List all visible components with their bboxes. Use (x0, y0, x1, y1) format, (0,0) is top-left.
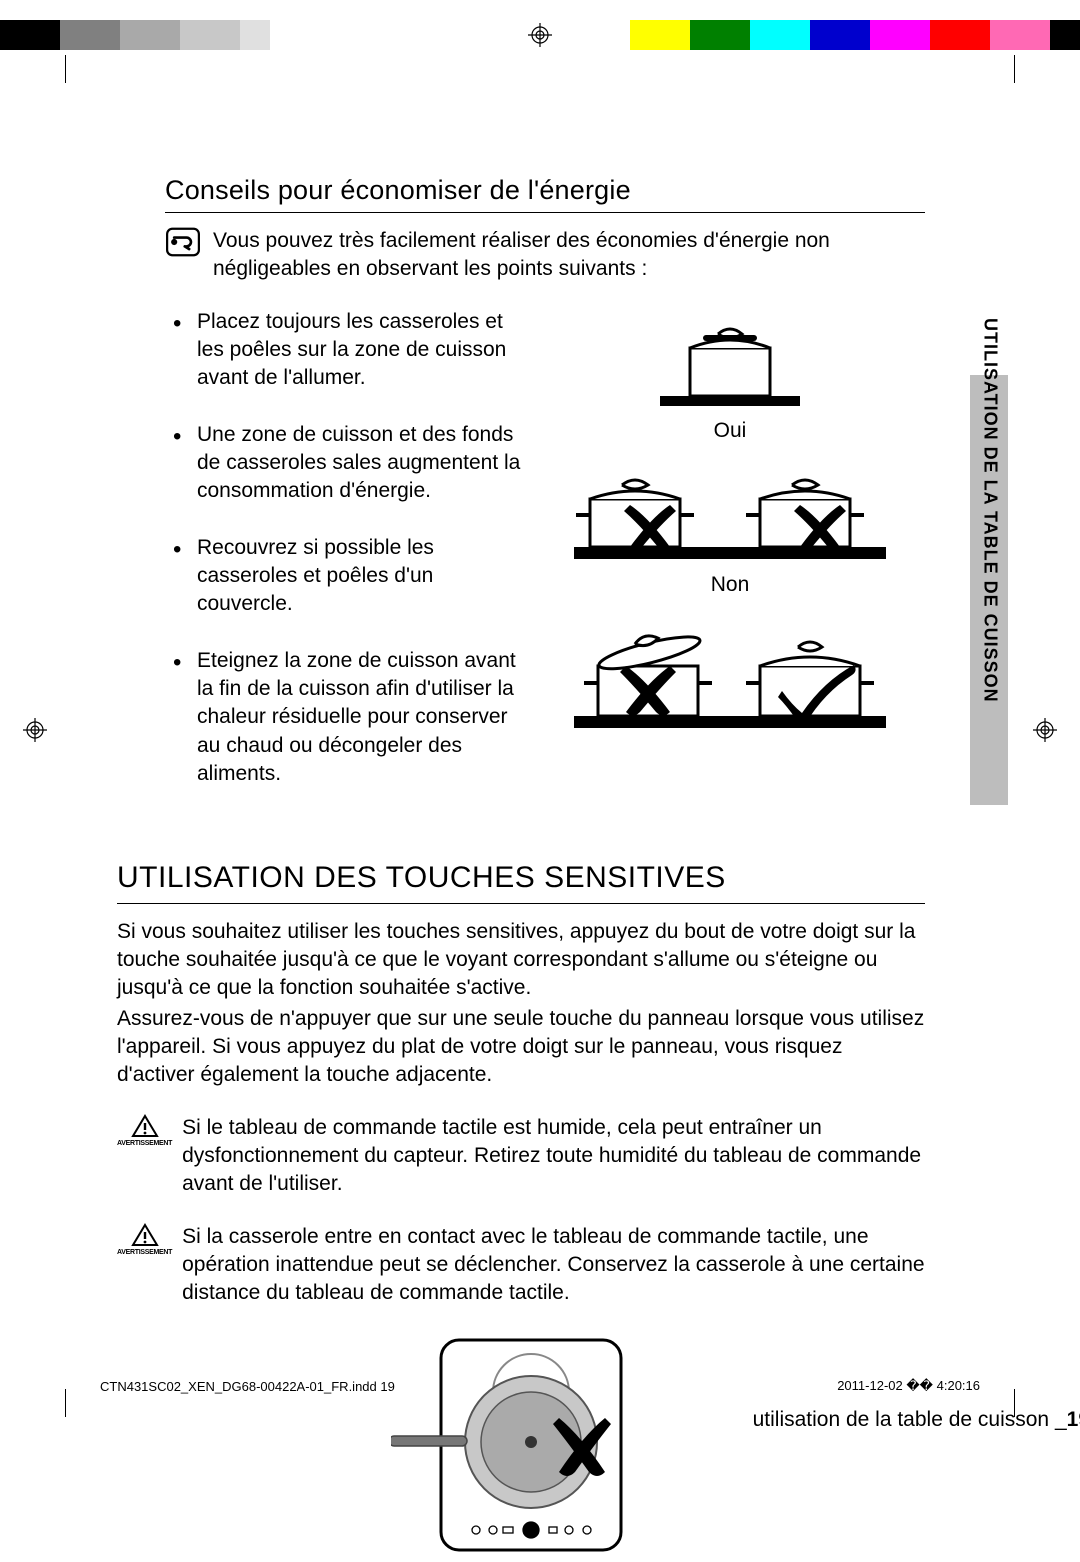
crop-mark (1014, 55, 1015, 83)
svg-text:88: 88 (527, 1526, 536, 1535)
section-tab-label: UTILISATION DE LA TABLE DE CUISSON (976, 310, 1005, 711)
tip-item: Recouvrez si possible les casseroles et … (165, 534, 525, 619)
page-content: Conseils pour économiser de l'énergie Vo… (165, 175, 925, 1562)
footer-text: utilisation de la table de cuisson _ (753, 1408, 1067, 1431)
crop-mark (65, 1389, 66, 1417)
registration-mark-icon (23, 718, 47, 742)
print-slug-left: CTN431SC02_XEN_DG68-00422A-01_FR.indd 19 (100, 1379, 395, 1394)
warning-icon (117, 1223, 172, 1247)
tips-list: Placez toujours les casseroles et les po… (165, 308, 525, 789)
registration-mark-icon (528, 23, 552, 47)
figure-pot-lids (535, 611, 925, 736)
figure-cooktop-pan: 88 (117, 1332, 925, 1562)
warning-text: Si le tableau de commande tactile est hu… (182, 1114, 925, 1199)
pointer-icon (165, 227, 201, 257)
figure-correct-pot: Oui (535, 308, 925, 443)
section-heading-touch: UTILISATION DES TOUCHES SENSITIVES (117, 861, 925, 904)
print-slug-right: 2011-12-02 �� 4:20:16 (837, 1378, 980, 1394)
figure-label-no: Non (535, 573, 925, 597)
warning-block: AVERTISSEMENT Si la casserole entre en c… (117, 1223, 925, 1308)
warning-icon (117, 1114, 172, 1138)
tip-item: Placez toujours les casseroles et les po… (165, 308, 525, 393)
figure-wrong-pots: Non (535, 457, 925, 597)
warning-block: AVERTISSEMENT Si le tableau de commande … (117, 1114, 925, 1199)
section-heading-energy: Conseils pour économiser de l'énergie (165, 175, 925, 213)
warning-label: AVERTISSEMENT (117, 1249, 172, 1256)
crop-mark (65, 55, 66, 83)
figure-label-yes: Oui (535, 419, 925, 443)
section-tab: UTILISATION DE LA TABLE DE CUISSON (968, 310, 1012, 810)
body-paragraph: Assurez-vous de n'appuyer que sur une se… (117, 1005, 925, 1090)
tip-item: Eteignez la zone de cuisson avant la fin… (165, 647, 525, 789)
note-text: Vous pouvez très facilement réaliser des… (213, 227, 925, 284)
warning-text: Si la casserole entre en contact avec le… (182, 1223, 925, 1308)
page-footer: utilisation de la table de cuisson _19 (330, 1408, 1080, 1432)
registration-mark-icon (1033, 718, 1057, 742)
warning-label: AVERTISSEMENT (117, 1140, 172, 1147)
tip-item: Une zone de cuisson et des fonds de cass… (165, 421, 525, 506)
figures-column: Oui (535, 308, 925, 817)
footer-page: 19 (1067, 1408, 1080, 1431)
note-block: Vous pouvez très facilement réaliser des… (165, 227, 925, 284)
body-paragraph: Si vous souhaitez utiliser les touches s… (117, 918, 925, 1003)
